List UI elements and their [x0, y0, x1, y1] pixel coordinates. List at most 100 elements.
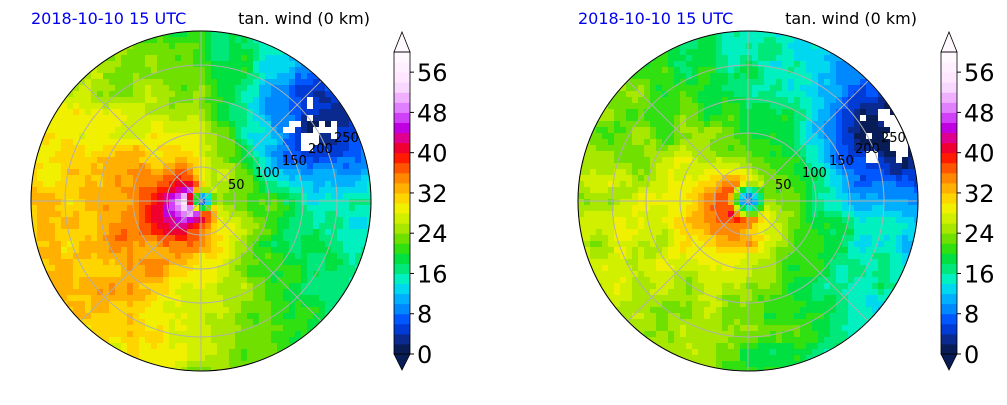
wind-cell [193, 259, 200, 266]
wind-cell [151, 283, 158, 290]
wind-cell [205, 145, 212, 152]
wind-cell [716, 73, 723, 80]
wind-cell [656, 127, 663, 134]
wind-cell [157, 265, 164, 272]
wind-cell [325, 79, 332, 86]
wind-cell [800, 259, 807, 266]
wind-cell [788, 127, 795, 134]
wind-cell [211, 307, 218, 314]
wind-cell [199, 115, 206, 122]
wind-cell [812, 337, 819, 344]
wind-cell [151, 103, 158, 110]
wind-cell [770, 277, 777, 284]
wind-cell [734, 355, 741, 362]
wind-cell [806, 109, 813, 116]
wind-cell [836, 253, 843, 260]
wind-cell [121, 151, 128, 158]
wind-cell [746, 337, 753, 344]
wind-cell [794, 91, 801, 98]
wind-cell [782, 43, 789, 50]
wind-cell [776, 85, 783, 92]
wind-cell [632, 301, 639, 308]
wind-cell [800, 223, 807, 230]
wind-cell [85, 307, 92, 314]
wind-cell [632, 247, 639, 254]
wind-cell [584, 235, 591, 242]
wind-cell [812, 247, 819, 254]
wind-cell [608, 157, 615, 164]
wind-cell [632, 187, 639, 194]
wind-cell [806, 349, 813, 356]
wind-cell [686, 187, 693, 194]
wind-cell [716, 127, 723, 134]
wind-cell [133, 361, 140, 368]
wind-cell [97, 163, 104, 170]
wind-cell [662, 247, 669, 254]
wind-cell [151, 295, 158, 302]
wind-cell [698, 241, 705, 248]
wind-cell [716, 355, 723, 362]
wind-cell [217, 109, 224, 116]
wind-cell [331, 271, 338, 278]
wind-cell [31, 205, 38, 212]
wind-cell [61, 127, 68, 134]
wind-cell [794, 253, 801, 260]
wind-cell [776, 49, 783, 56]
wind-cell [151, 205, 158, 212]
wind-cell [782, 349, 789, 356]
wind-cell [698, 49, 705, 56]
wind-cell [115, 313, 122, 320]
wind-cell [812, 85, 819, 92]
wind-cell [277, 193, 284, 200]
wind-cell [716, 175, 723, 182]
wind-cell [836, 319, 843, 326]
wind-cell [37, 217, 44, 224]
wind-cell [608, 229, 615, 236]
wind-cell [139, 67, 146, 74]
wind-cell [133, 283, 140, 290]
wind-cell [722, 37, 729, 44]
wind-cell [313, 175, 320, 182]
wind-cell [818, 223, 825, 230]
wind-cell [620, 103, 627, 110]
wind-cell [79, 169, 86, 176]
wind-cell [590, 145, 597, 152]
wind-cell [85, 115, 92, 122]
wind-cell [301, 223, 308, 230]
wind-cell [199, 205, 206, 212]
wind-cell [199, 187, 206, 194]
wind-cell [812, 349, 819, 356]
wind-cell [355, 157, 362, 164]
wind-cell [668, 319, 675, 326]
wind-cell [734, 199, 741, 206]
wind-cell [217, 361, 224, 368]
wind-cell [229, 343, 236, 350]
wind-cell [295, 199, 302, 206]
wind-cell [776, 37, 783, 44]
wind-cell [704, 151, 711, 158]
wind-cell [614, 271, 621, 278]
wind-cell [79, 277, 86, 284]
wind-cell [229, 73, 236, 80]
wind-cell [193, 175, 200, 182]
wind-cell [55, 193, 62, 200]
wind-cell [229, 55, 236, 62]
wind-cell [584, 163, 591, 170]
wind-cell [722, 199, 729, 206]
wind-cell [740, 37, 747, 44]
wind-cell [181, 193, 188, 200]
wind-cell [680, 313, 687, 320]
wind-cell [602, 277, 609, 284]
wind-cell [620, 205, 627, 212]
wind-cell [169, 349, 176, 356]
wind-cell [193, 241, 200, 248]
wind-cell [596, 139, 603, 146]
wind-cell [181, 337, 188, 344]
wind-cell [674, 331, 681, 338]
wind-cell [205, 115, 212, 122]
wind-cell [289, 217, 296, 224]
wind-cell [187, 349, 194, 356]
wind-cell [271, 157, 278, 164]
wind-cell [223, 49, 230, 56]
wind-cell [674, 229, 681, 236]
